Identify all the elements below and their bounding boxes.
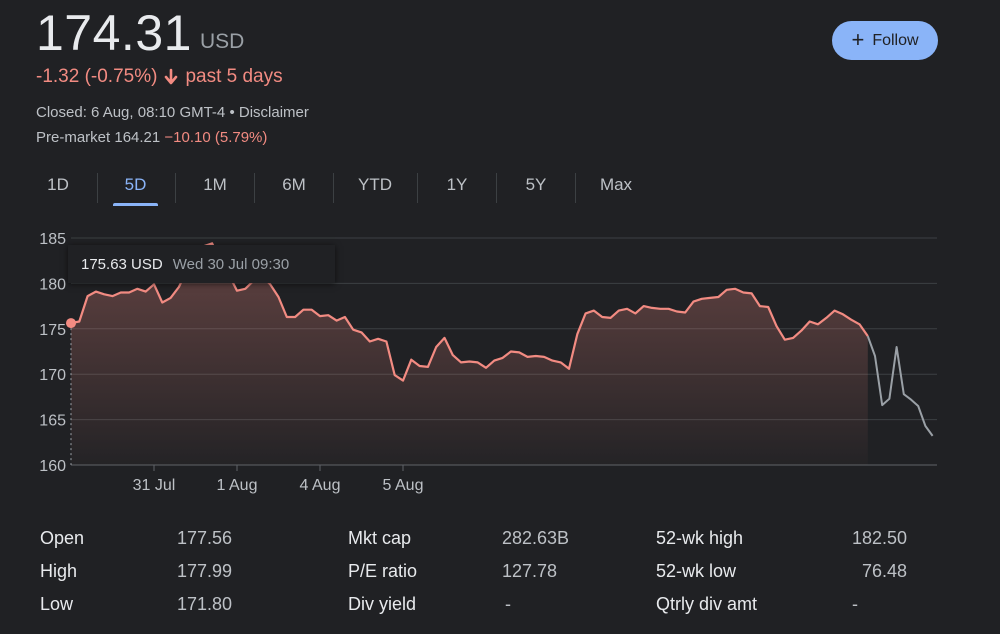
stat-value: 182.50 — [852, 528, 908, 548]
premarket-price: Pre-market 164.21 — [36, 129, 161, 146]
stat-52wk-high: 52-wk high 182.50 — [656, 528, 907, 552]
change-value: -1.32 (-0.75%) — [36, 66, 158, 87]
tab-divider — [333, 173, 334, 203]
tab-divider — [417, 173, 418, 203]
stat-open: Open 177.56 — [40, 528, 232, 552]
stat-52wk-low: 52-wk low 76.48 — [656, 561, 907, 585]
x-tick-label: 31 Jul — [133, 477, 176, 494]
stat-value: - — [852, 594, 858, 614]
tab-divider — [575, 173, 576, 203]
stat-qtrly-div: Qtrly div amt - — [656, 594, 858, 618]
stat-mkt-cap: Mkt cap 282.63B — [348, 528, 569, 552]
tab-1m[interactable]: 1M — [203, 175, 227, 194]
price-area-fill — [71, 243, 868, 465]
tab-divider — [97, 173, 98, 203]
stat-label: P/E ratio — [348, 561, 418, 581]
current-price: 174.31 — [36, 5, 192, 61]
y-tick-label: 175 — [39, 322, 66, 339]
stat-pe-ratio: P/E ratio 127.78 — [348, 561, 557, 585]
change-period: past 5 days — [185, 66, 283, 87]
follow-label: Follow — [872, 31, 919, 49]
tab-divider — [496, 173, 497, 203]
tab-1d[interactable]: 1D — [47, 175, 69, 194]
tab-ytd[interactable]: YTD — [358, 175, 392, 194]
stat-label: Qtrly div amt — [656, 594, 758, 614]
stat-value: 76.48 — [862, 561, 908, 581]
price-change: -1.32 (-0.75%) past 5 days — [36, 66, 283, 88]
tab-1y[interactable]: 1Y — [446, 175, 468, 194]
tab-max[interactable]: Max — [599, 175, 633, 194]
premarket-info: Pre-market 164.21 −10.10 (5.79%) — [36, 129, 267, 146]
stat-value: - — [505, 594, 511, 614]
x-tick-label: 5 Aug — [383, 477, 424, 494]
tooltip-time: Wed 30 Jul 09:30 — [172, 255, 290, 273]
stat-value: 177.56 — [177, 528, 233, 548]
premarket-change: −10.10 (5.79%) — [164, 129, 268, 146]
stat-label: 52-wk low — [656, 561, 737, 581]
tab-divider — [254, 173, 255, 203]
stat-label: Div yield — [348, 594, 417, 614]
x-tick-label: 4 Aug — [300, 477, 341, 494]
stat-label: Low — [40, 594, 74, 614]
stat-value: 282.63B — [502, 528, 570, 548]
x-tick-label: 1 Aug — [217, 477, 258, 494]
stat-label: Open — [40, 528, 85, 548]
y-tick-label: 165 — [39, 413, 66, 430]
tab-6m[interactable]: 6M — [282, 175, 306, 194]
stat-label: Mkt cap — [348, 528, 412, 548]
y-tick-label: 180 — [39, 276, 66, 293]
stat-value: 171.80 — [177, 594, 233, 614]
premarket-line — [866, 335, 934, 437]
stat-label: High — [40, 561, 78, 581]
closed-info: Closed: 6 Aug, 08:10 GMT-4 • Disclaimer — [36, 104, 309, 121]
chart-tooltip: 175.63 USD Wed 30 Jul 09:30 — [68, 245, 335, 283]
tab-5y[interactable]: 5Y — [525, 175, 547, 194]
y-tick-label: 160 — [39, 458, 66, 475]
hover-point — [66, 318, 76, 329]
stat-value: 127.78 — [502, 561, 558, 581]
follow-button[interactable]: + Follow — [832, 21, 938, 60]
stat-div-yield: Div yield - — [348, 594, 511, 618]
stat-low: Low 171.80 — [40, 594, 232, 618]
y-tick-label: 185 — [39, 231, 66, 248]
stat-label: 52-wk high — [656, 528, 744, 548]
stat-value: 177.99 — [177, 561, 233, 581]
arrow-down-icon — [165, 68, 178, 85]
plus-icon: + — [851, 26, 865, 52]
tab-divider — [175, 173, 176, 203]
tooltip-value: 175.63 USD — [81, 255, 163, 273]
currency-label: USD — [200, 30, 245, 53]
tab-5d[interactable]: 5D — [113, 170, 158, 206]
stat-high: High 177.99 — [40, 561, 232, 585]
y-tick-label: 170 — [39, 367, 66, 384]
